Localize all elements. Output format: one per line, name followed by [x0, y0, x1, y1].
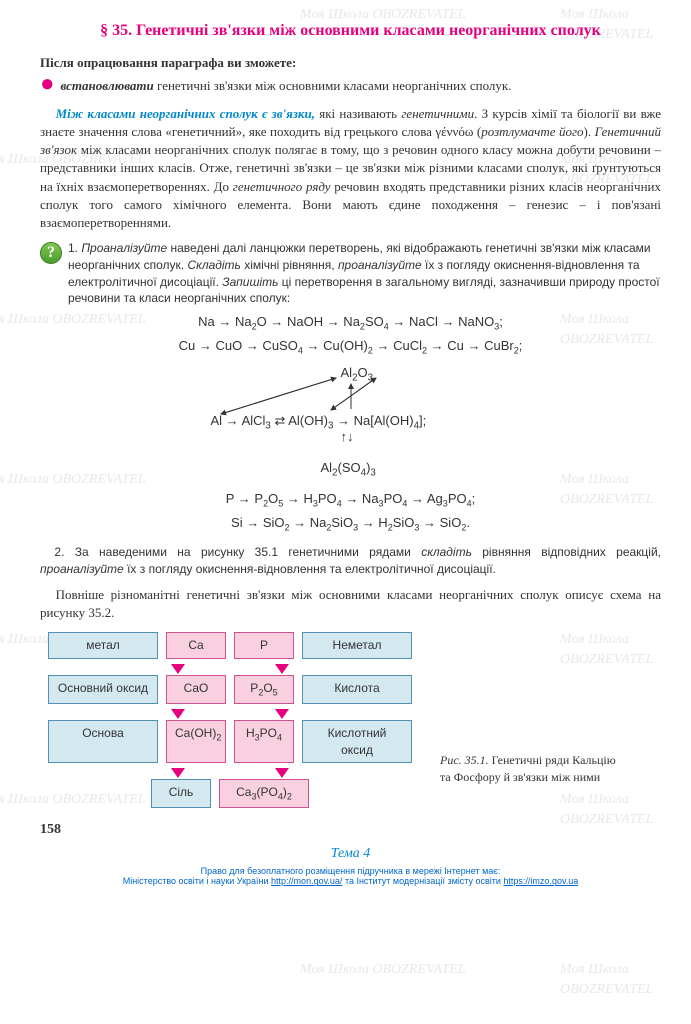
paragraph-1: Між класами неорганічних сполук є зв'язк…	[40, 105, 661, 232]
arrow-row	[40, 708, 420, 720]
flow-box: Ca(OH)2	[166, 720, 226, 764]
arrow-down-icon	[275, 664, 289, 674]
watermark: Моя Школа OBOZREVATEL	[560, 960, 691, 999]
flow-box: Ca3(PO4)2	[219, 779, 309, 808]
objective-item: ● встановлювати генетичні зв'язки між ос…	[40, 77, 661, 95]
flow-box: метал	[48, 632, 158, 659]
flow-box: P2O5	[234, 675, 294, 704]
mon-link[interactable]: http://mon.gov.ua/	[271, 876, 342, 886]
question-icon: ?	[40, 242, 62, 264]
task-1: ? 1. Проаналізуйте наведені далі ланцюжк…	[40, 240, 661, 307]
flow-row: Основний оксид CaO P2O5 Кислота	[40, 675, 420, 704]
page-number: 158	[40, 820, 61, 840]
arrow-down-icon	[275, 709, 289, 719]
chem-chain: P → P2O5 → H3PO4 → Na3PO4 → Ag3PO4;	[40, 490, 661, 510]
flow-box: Основа	[48, 720, 158, 764]
arrow-row	[40, 663, 420, 675]
task-2: 2. За наведеними на рисунку 35.1 генетич…	[40, 544, 661, 578]
watermark: Моя Школа OBOZREVATEL	[300, 960, 466, 980]
arrow-row	[40, 767, 420, 779]
chem-chain: Si → SiO2 → Na2SiO3 → H2SiO3 → SiO2.	[40, 514, 661, 534]
flow-row: Сіль Ca3(PO4)2	[40, 779, 420, 808]
flow-box: CaO	[166, 675, 226, 704]
flow-row: метал Ca P Неметал	[40, 632, 420, 659]
flow-box: Кислота	[302, 675, 412, 704]
arrow-down-icon	[171, 768, 185, 778]
figure-caption: Рис. 35.1. Генетичні ряди Кальцію та Фос…	[420, 632, 620, 812]
paragraph-2: Повніше різноманітні генетичні зв'язки м…	[40, 586, 661, 622]
flow-row: ОсноваCa(OH)2H3PO4Кислотний оксид	[40, 720, 420, 764]
flowchart-35-1: метал Ca P Неметал Основний оксид CaO P2O5 Кисл…	[40, 632, 661, 812]
arrow-down-icon	[171, 664, 185, 674]
flow-box: Кислотний оксид	[302, 720, 412, 764]
diagram-arrows	[151, 364, 551, 484]
arrow-down-icon	[171, 709, 185, 719]
chem-chain: Cu → CuO → CuSO4 → Cu(OH)2 → CuCl2 → Cu …	[40, 337, 661, 357]
objectives-heading: Після опрацювання параграфа ви зможете:	[40, 54, 661, 72]
flow-box: Ca	[166, 632, 226, 659]
section-title: § 35. Генетичні зв'язки між основними кл…	[40, 20, 661, 42]
al-diagram: Al2O3 Al → AlCl3 ⇄ Al(OH)3 → Na[Al(OH)4]…	[151, 364, 551, 484]
theme-label: Тема 4	[40, 844, 661, 864]
flow-box: Сіль	[151, 779, 211, 808]
bullet-icon: ●	[40, 77, 55, 91]
objective-text: генетичні зв'язки між основними класами …	[154, 78, 512, 93]
arrow-down-icon	[275, 768, 289, 778]
imzo-link[interactable]: https://imzo.gov.ua	[503, 876, 578, 886]
chem-chain: Na → Na2O → NaOH → Na2SO4 → NaCl → NaNO3…	[40, 313, 661, 333]
flow-box: Неметал	[302, 632, 412, 659]
flow-box: P	[234, 632, 294, 659]
flow-box: H3PO4	[234, 720, 294, 764]
objective-verb: встановлювати	[61, 78, 154, 93]
copyright: Право для безоплатного розміщення підруч…	[40, 866, 661, 888]
flow-box: Основний оксид	[48, 675, 158, 704]
